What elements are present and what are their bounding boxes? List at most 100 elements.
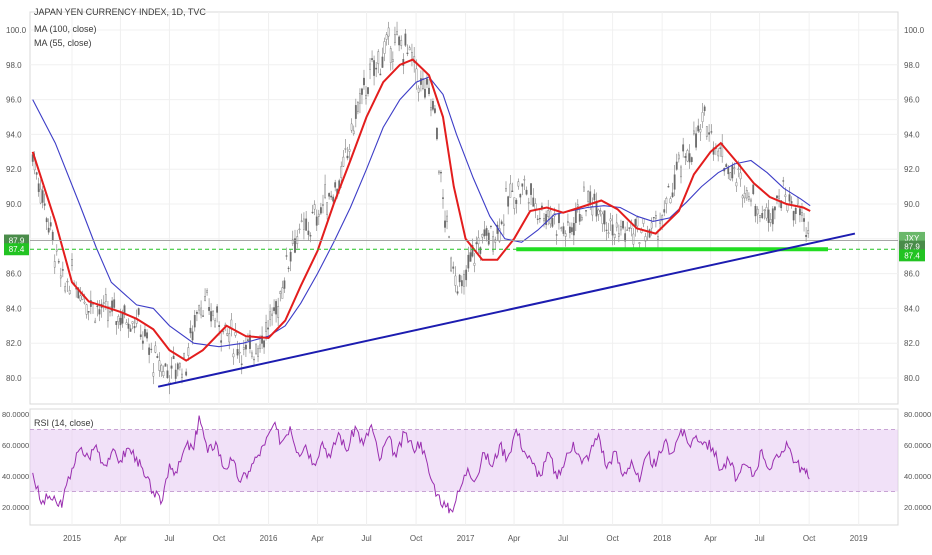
price-candle-body xyxy=(684,156,687,158)
price-candle-body xyxy=(799,208,801,216)
price-candle-body xyxy=(363,77,365,86)
price-candle-body xyxy=(104,294,107,302)
price-candle-body xyxy=(234,332,237,336)
price-candle-body xyxy=(705,126,708,137)
price-candle-body xyxy=(242,347,245,350)
price-candle-body xyxy=(601,213,604,224)
price-candle-body xyxy=(697,125,700,132)
price-candle-body xyxy=(703,106,706,112)
price-candle-body xyxy=(198,305,200,311)
x-tick-label: Oct xyxy=(213,534,226,543)
price-candle-body xyxy=(769,219,772,223)
y-tick-label-right: 92.0 xyxy=(904,165,920,174)
price-candle-body xyxy=(490,225,492,227)
price-candle-body xyxy=(307,230,310,235)
price-candle-body xyxy=(311,211,314,214)
price-candle-body xyxy=(391,59,394,62)
price-candle-body xyxy=(291,239,294,245)
price-candle-body xyxy=(801,211,803,216)
price-candle-body xyxy=(133,326,136,329)
ma-55-line xyxy=(31,58,811,362)
price-candle-body xyxy=(164,363,167,367)
price-candle-body xyxy=(648,229,651,238)
rsi-y-tick-right: 80.0000 xyxy=(904,410,931,419)
price-candle-body xyxy=(377,51,380,64)
price-candle-body xyxy=(671,192,674,198)
price-candle-body xyxy=(127,323,130,329)
price-candle-body xyxy=(790,201,793,204)
price-candle-body xyxy=(208,307,210,311)
price-candle-body xyxy=(652,217,655,219)
price-candle-body xyxy=(121,312,124,324)
price-candle-body xyxy=(87,311,90,313)
price-candle-body xyxy=(85,304,88,315)
price-candle-body xyxy=(644,236,647,242)
x-tick-label: Jul xyxy=(558,534,568,543)
price-candle-body xyxy=(49,222,52,227)
y-tick-label-left: 82.0 xyxy=(6,339,22,348)
rsi-y-tick-left: 20.0000 xyxy=(2,503,29,512)
price-candle-body xyxy=(206,290,208,293)
price-candle-body xyxy=(185,371,188,376)
price-candle-body xyxy=(238,351,241,354)
price-candle-body xyxy=(788,194,791,202)
x-tick-label: Apr xyxy=(311,534,324,543)
y-tick-label-right: 84.0 xyxy=(904,304,920,313)
price-candle-body xyxy=(404,33,407,46)
price-candle-body xyxy=(593,193,596,201)
price-candle-body xyxy=(626,229,629,231)
price-candle-body xyxy=(144,329,146,337)
x-tick-label: Apr xyxy=(114,534,127,543)
price-candle-body xyxy=(160,365,163,373)
price-candle-body xyxy=(794,208,797,214)
price-candle-body xyxy=(589,191,592,204)
price-candle-body xyxy=(434,108,436,113)
price-candle-body xyxy=(193,315,196,328)
price-candle-body xyxy=(494,239,497,243)
price-candle-body xyxy=(677,154,680,160)
price-candle-body xyxy=(61,269,64,271)
price-candle-body xyxy=(729,172,732,180)
rsi-y-tick-left: 80.0000 xyxy=(2,410,29,419)
price-candle-body xyxy=(37,183,40,192)
price-candle-body xyxy=(622,220,624,229)
price-candle-body xyxy=(481,234,484,238)
price-candle-body xyxy=(77,287,80,299)
price-candle-body xyxy=(452,266,455,269)
price-candle-body xyxy=(342,156,345,167)
x-tick-label: Apr xyxy=(508,534,521,543)
price-candle-body xyxy=(79,295,82,301)
price-candle-body xyxy=(543,218,545,222)
price-candle-body xyxy=(265,322,267,332)
price-candle-body xyxy=(442,197,444,199)
y-tick-label-right: 98.0 xyxy=(904,61,920,70)
price-candle-body xyxy=(111,300,114,312)
rsi-y-tick-right: 20.0000 xyxy=(904,503,931,512)
price-candle-body xyxy=(373,60,375,76)
price-candle-body xyxy=(141,340,144,344)
price-candle-body xyxy=(725,164,728,168)
x-tick-label: Oct xyxy=(606,534,619,543)
price-candle-body xyxy=(117,316,120,323)
price-candle-body xyxy=(218,325,221,327)
y-tick-label-right: 86.0 xyxy=(904,270,920,279)
price-candle-body xyxy=(309,235,312,237)
price-candle-body xyxy=(287,267,290,270)
price-candle-body xyxy=(361,88,363,95)
price-candle-body xyxy=(587,190,590,202)
rsi-y-tick-right: 60.0000 xyxy=(904,441,931,450)
price-candle-body xyxy=(663,209,666,213)
y-tick-label-left: 84.0 xyxy=(6,304,22,313)
price-candle-body xyxy=(170,365,173,369)
price-candle-body xyxy=(776,195,778,199)
price-candle-body xyxy=(315,216,318,226)
price-candle-body xyxy=(737,168,740,170)
price-candle-body xyxy=(532,197,535,207)
price-candle-body xyxy=(150,348,153,351)
price-candle-body xyxy=(396,31,398,35)
x-tick-label: Oct xyxy=(803,534,816,543)
price-candle-body xyxy=(326,202,328,215)
price-candle-body xyxy=(570,227,573,232)
right-price-badge-text: JXY xyxy=(905,234,920,243)
price-candle-body xyxy=(454,275,457,286)
